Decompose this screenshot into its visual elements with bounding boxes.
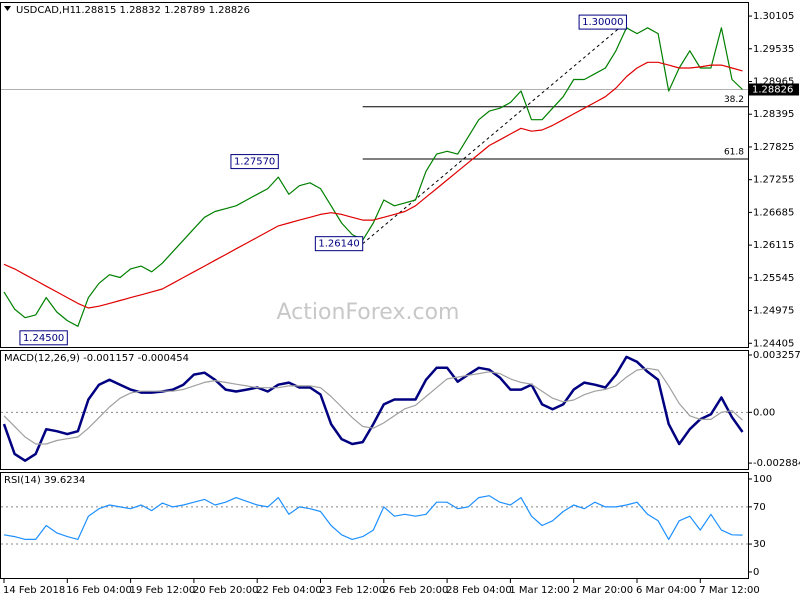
y-tick-label: 1.27825 — [753, 142, 794, 153]
fib-label: 61.8 — [724, 148, 744, 158]
annotation-label: 1.26140 — [318, 239, 359, 250]
x-tick-label: 20 Feb 20:00 — [193, 585, 259, 596]
y-tick-label: 100 — [753, 474, 772, 485]
y-tick-label: 1.25545 — [753, 273, 794, 284]
y-tick-label: 70 — [753, 502, 766, 513]
y-tick-label: 1.28395 — [753, 109, 794, 120]
x-tick-label: 7 Mar 12:00 — [699, 585, 759, 596]
y-tick-label: 0.00 — [753, 407, 775, 418]
y-tick-label: 1.26685 — [753, 207, 794, 218]
pane-title: USDCAD,H1 — [16, 5, 76, 16]
annotation-box — [230, 154, 279, 170]
series-line — [3, 367, 743, 445]
y-tick-label: 1.27255 — [753, 175, 794, 186]
pane-title: RSI(14) 39.6234 — [4, 475, 85, 486]
annotation-box — [578, 14, 627, 30]
last-price-box — [749, 83, 799, 96]
macd-pane — [0, 350, 749, 470]
x-tick-label: 28 Feb 04:00 — [446, 585, 512, 596]
annotation-label: 1.24500 — [23, 333, 64, 344]
x-tick-label: 19 Feb 12:00 — [130, 585, 196, 596]
pane-title: MACD(12,26,9) -0.001157 -0.000454 — [4, 353, 189, 364]
x-tick-label: 14 Feb 2018 — [3, 585, 65, 596]
y-tick-label: 1.26115 — [753, 240, 794, 251]
y-tick-label: 30 — [753, 539, 766, 550]
x-tick-label: 2 Mar 20:00 — [573, 585, 633, 596]
y-tick-label: 1.28965 — [753, 77, 794, 88]
y-tick-label: 1.24975 — [753, 306, 794, 317]
y-tick-label: 1.29535 — [753, 44, 794, 55]
x-tick-label: 22 Feb 04:00 — [256, 585, 322, 596]
series-line — [3, 495, 743, 541]
y-tick-label: 1.30105 — [753, 11, 794, 22]
x-tick-label: 6 Mar 04:00 — [636, 585, 696, 596]
x-tick-label: 26 Feb 20:00 — [383, 585, 449, 596]
y-tick-label: -0.002884 — [753, 458, 800, 469]
fib-label: 38.2 — [724, 95, 744, 105]
header-arrow — [4, 6, 11, 11]
series-line — [3, 27, 743, 327]
y-tick-label: 1.24405 — [753, 338, 794, 349]
x-tick-label: 23 Feb 12:00 — [320, 585, 386, 596]
watermark: ActionForex.com — [277, 300, 460, 325]
price-pane — [0, 2, 749, 348]
annotation-label: 1.27570 — [234, 157, 275, 168]
y-tick-label: 0.003257 — [753, 350, 800, 361]
x-tick-label: 1 Mar 12:00 — [509, 585, 569, 596]
series-line — [3, 61, 743, 309]
annotation-label: 1.30000 — [582, 17, 623, 28]
last-price-label: 1.28826 — [752, 84, 793, 95]
pane-subtitle: 1.28815 1.28832 1.28789 1.28826 — [75, 5, 250, 16]
series-line — [2, 355, 744, 462]
y-tick-label: 0 — [753, 567, 759, 578]
x-tick-label: 16 Feb 04:00 — [66, 585, 132, 596]
rsi-pane — [0, 472, 749, 579]
annotation-box — [314, 236, 364, 252]
annotation-box — [19, 330, 68, 346]
